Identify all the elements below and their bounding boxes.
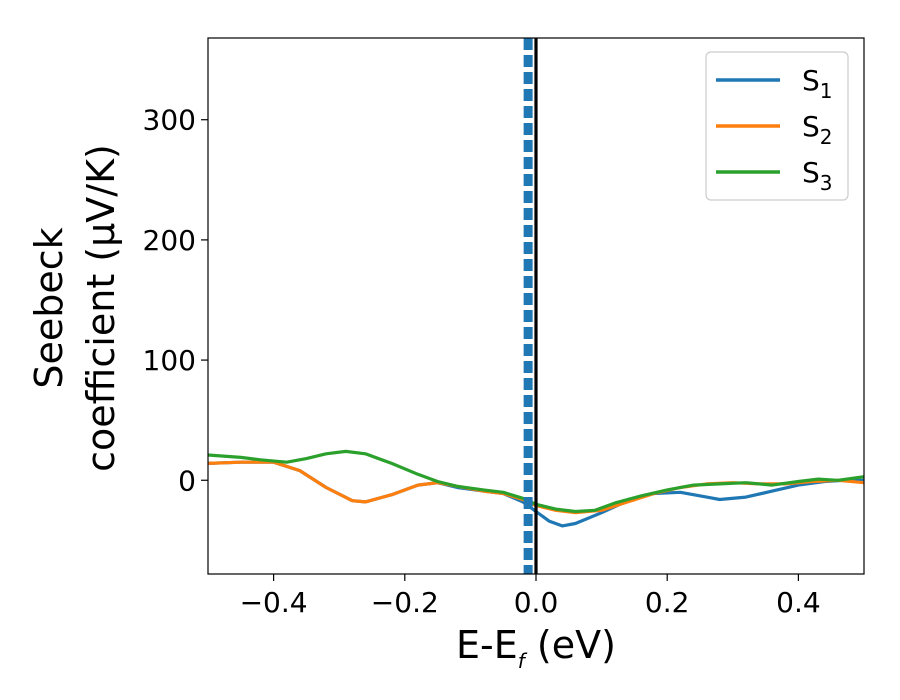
- legend: S1 S2 S3: [705, 51, 849, 201]
- y-tick-label: 300: [143, 104, 196, 137]
- x-axis-title-subscript: f: [518, 649, 528, 673]
- legend-label-1: S1: [802, 64, 833, 103]
- x-tick-label: −0.2: [371, 586, 439, 619]
- vline-layer: [523, 38, 538, 574]
- y-tick-label: 200: [143, 224, 196, 257]
- x-tick-label: −0.4: [240, 586, 308, 619]
- y-tick-label: 0: [178, 464, 196, 497]
- plot-area: [207, 37, 865, 575]
- legend-label-2: S2: [802, 110, 833, 149]
- y-axis-title: Seebeck coefficient (μV/K): [27, 144, 123, 472]
- x-tick-label: 0.0: [514, 586, 559, 619]
- x-axis-ticks: −0.4 −0.2 0.0 0.2 0.4: [240, 574, 821, 619]
- x-tick-label: 0.2: [645, 586, 690, 619]
- y-tick-label: 100: [143, 344, 196, 377]
- y-axis-title-line2: coefficient (μV/K): [79, 144, 123, 472]
- y-axis-title-line1: Seebeck: [27, 227, 71, 388]
- x-tick-label: 0.4: [776, 586, 821, 619]
- x-axis-title: E-Ef (eV): [456, 623, 616, 673]
- legend-label-3: S3: [802, 156, 833, 195]
- y-axis-ticks: 0 100 200 300: [143, 104, 208, 497]
